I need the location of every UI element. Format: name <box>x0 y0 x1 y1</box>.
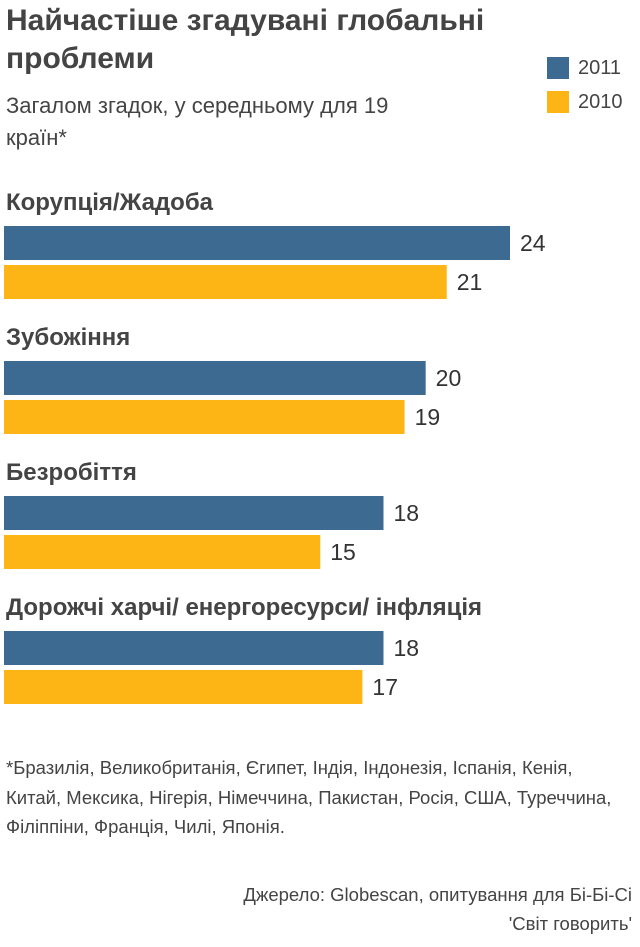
value-label: 18 <box>394 635 420 661</box>
legend-item-2011: 2011 <box>547 51 623 85</box>
legend-swatch-2011 <box>547 57 569 79</box>
legend-swatch-2010 <box>547 91 569 113</box>
source-note: Джерело: Globescan, опитування для Бі-Бі… <box>72 880 632 938</box>
chart-subtitle: Загалом згадок, у середньому для 19 краї… <box>6 93 389 150</box>
bar-2011 <box>4 361 426 395</box>
bar-chart: Корупція/Жадоба 24 21 Зубожіння 20 19 Безробіт… <box>4 189 546 704</box>
bar-2010 <box>4 670 363 704</box>
bar-2011 <box>4 631 384 665</box>
legend-label-2011: 2011 <box>578 56 622 79</box>
value-label: 24 <box>520 230 546 256</box>
bar-2011 <box>4 496 384 530</box>
bar-2010 <box>4 535 321 569</box>
bar-2010 <box>4 400 405 434</box>
bar-2010 <box>4 265 447 299</box>
category-label: Безробіття <box>6 459 137 486</box>
category-label: Зубожіння <box>6 324 130 351</box>
value-label: 15 <box>330 539 356 565</box>
source-line-2: 'Світ говорить' <box>508 913 632 934</box>
value-label: 17 <box>372 674 398 700</box>
value-label: 19 <box>415 404 441 430</box>
source-line-1: Джерело: Globescan, опитування для Бі-Бі… <box>243 884 632 905</box>
category-label: Дорожчі харчі/ енергоресурси/ інфляція <box>6 594 482 621</box>
category-label: Корупція/Жадоба <box>6 189 214 216</box>
legend-item-2010: 2010 <box>547 85 623 119</box>
legend: 2011 2010 <box>547 51 623 119</box>
chart-title: Найчастіше згадувані глобальні проблеми <box>6 4 485 75</box>
footnote: *Бразилія, Великобританія, Єгипет, Індія… <box>6 757 612 837</box>
legend-label-2010: 2010 <box>578 90 623 113</box>
value-label: 18 <box>394 500 420 526</box>
value-label: 20 <box>436 365 462 391</box>
value-label: 21 <box>457 269 483 295</box>
bar-2011 <box>4 226 510 260</box>
